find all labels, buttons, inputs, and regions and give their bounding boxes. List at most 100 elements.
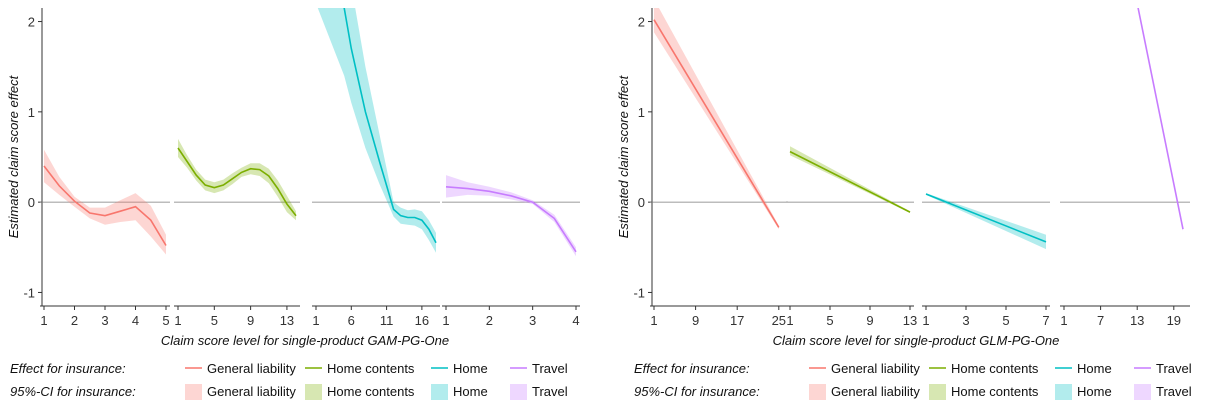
y-tick-label: 2	[28, 15, 35, 30]
x-tick-label: 19	[1167, 313, 1181, 328]
panel-travel: 1 2 3 4	[442, 175, 580, 328]
legend-ci-swatch	[305, 384, 322, 400]
x-tick-label: 5	[1002, 313, 1009, 328]
ci-band	[446, 175, 576, 257]
y-axis-label: Estimated claim score effect	[616, 74, 631, 238]
legend-ci-swatch	[1055, 384, 1072, 400]
legend-effect-label: Travel	[1156, 361, 1192, 376]
effect-line	[445, 186, 577, 253]
x-tick-label: 13	[1130, 313, 1144, 328]
legend-effect-label: Home contents	[327, 361, 415, 376]
x-tick-label: 5	[211, 313, 218, 328]
legend-ci-label: Travel	[532, 384, 568, 399]
y-tick-label: 0	[638, 195, 645, 210]
x-tick-label: 1	[650, 313, 657, 328]
panel-home: 1 6 11 16	[312, 8, 440, 328]
legend-ci-label: General liability	[207, 384, 296, 399]
legend-ci-swatch	[1134, 384, 1151, 400]
effect-line	[653, 19, 780, 228]
legend-effect-title: Effect for insurance:	[10, 361, 126, 376]
x-tick-label: 9	[866, 313, 873, 328]
legend-effect-label: General liability	[831, 361, 920, 376]
x-axis-label: Claim score level for single-product GAM…	[161, 333, 449, 348]
legend-ci-label: Home contents	[327, 384, 415, 399]
ci-band	[654, 8, 779, 230]
x-tick-label: 1	[312, 313, 319, 328]
legend-ci-swatch	[431, 384, 448, 400]
x-tick-label: 5	[162, 313, 169, 328]
legend-ci-label: Home	[1077, 384, 1112, 399]
x-tick-label: 9	[247, 313, 254, 328]
panel-travel: 1 7 13 19	[1060, 8, 1190, 328]
y-tick-label: -1	[633, 285, 645, 300]
x-tick-label: 1	[922, 313, 929, 328]
x-tick-label: 13	[903, 313, 917, 328]
legend-effect-title: Effect for insurance:	[634, 361, 750, 376]
x-tick-label: 2	[486, 313, 493, 328]
legend: Effect for insurance: 95%-CI for insuranc…	[634, 361, 1192, 400]
effect-line	[1137, 8, 1184, 230]
panel-general-liability: 1 2 3 4 5	[40, 149, 170, 328]
effect-line	[789, 150, 911, 213]
x-tick-label: 3	[962, 313, 969, 328]
x-tick-label: 16	[415, 313, 429, 328]
legend-ci-swatch	[185, 384, 202, 400]
legend-effect-label: Home	[453, 361, 488, 376]
legend-ci-label: Home contents	[951, 384, 1039, 399]
effect-line	[343, 8, 437, 244]
x-tick-label: 1	[174, 313, 181, 328]
x-tick-label: 1	[786, 313, 793, 328]
y-axis-label: Estimated claim score effect	[6, 74, 21, 238]
x-tick-label: 3	[101, 313, 108, 328]
x-tick-label: 7	[1042, 313, 1049, 328]
x-tick-label: 3	[529, 313, 536, 328]
legend-ci-label: Travel	[1156, 384, 1192, 399]
y-tick-label: 2	[638, 15, 645, 30]
legend-ci-label: General liability	[831, 384, 920, 399]
ci-band	[44, 149, 166, 255]
x-tick-label: 5	[826, 313, 833, 328]
effect-line	[925, 193, 1047, 243]
panel-general-liability: 1 9 17 25	[650, 8, 788, 328]
x-tick-label: 1	[1060, 313, 1067, 328]
x-tick-label: 1	[40, 313, 47, 328]
ci-band	[317, 8, 436, 253]
legend-ci-swatch	[809, 384, 826, 400]
legend-effect-label: General liability	[207, 361, 296, 376]
effect-line	[177, 147, 297, 217]
y-tick-label: 1	[28, 105, 35, 120]
x-tick-label: 6	[348, 313, 355, 328]
x-tick-label: 9	[692, 313, 699, 328]
x-tick-label: 7	[1097, 313, 1104, 328]
y-tick-label: 0	[28, 195, 35, 210]
panel-home: 1 3 5 7	[922, 193, 1050, 328]
y-tick-label: 1	[638, 105, 645, 120]
legend-ci-swatch	[929, 384, 946, 400]
x-tick-label: 25	[772, 313, 786, 328]
x-tick-label: 13	[280, 313, 294, 328]
legend: Effect for insurance: 95%-CI for insuranc…	[10, 361, 568, 400]
x-tick-label: 1	[442, 313, 449, 328]
x-tick-label: 4	[132, 313, 139, 328]
legend-ci-title: 95%-CI for insurance:	[10, 384, 136, 399]
ci-band	[926, 193, 1046, 250]
x-tick-label: 17	[730, 313, 744, 328]
x-tick-label: 2	[71, 313, 78, 328]
legend-ci-title: 95%-CI for insurance:	[634, 384, 760, 399]
x-tick-label: 11	[380, 313, 394, 328]
legend-effect-label: Home	[1077, 361, 1112, 376]
x-tick-label: 4	[572, 313, 579, 328]
y-tick-label: -1	[23, 285, 35, 300]
ci-band	[178, 138, 296, 221]
panel-home-contents: 1 5 9 13	[174, 138, 300, 328]
x-axis-label: Claim score level for single-product GLM…	[773, 333, 1060, 348]
effect-line	[43, 165, 167, 246]
legend-effect-label: Home contents	[951, 361, 1039, 376]
legend-ci-label: Home	[453, 384, 488, 399]
legend-effect-label: Travel	[532, 361, 568, 376]
panel-home-contents: 1 5 9 13	[786, 146, 917, 328]
